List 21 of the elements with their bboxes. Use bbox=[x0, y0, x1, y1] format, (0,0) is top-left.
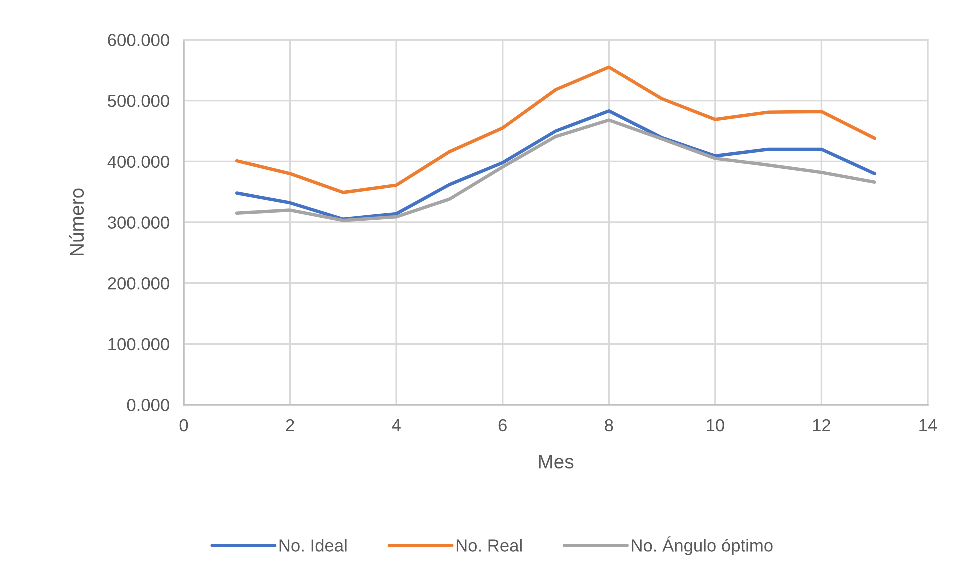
y-tick-label: 100.000 bbox=[108, 338, 170, 351]
y-tick-label: 200.000 bbox=[108, 278, 170, 290]
y-tick-label: 600.000 bbox=[108, 34, 170, 46]
x-tick-label: 0 bbox=[180, 419, 188, 432]
x-tick-label: 8 bbox=[605, 419, 614, 432]
y-tick-label: 300.000 bbox=[108, 216, 170, 229]
x-tick-label: 12 bbox=[813, 419, 830, 432]
x-axis-title: Mes bbox=[539, 455, 574, 469]
y-tick-label: 0.000 bbox=[127, 399, 170, 412]
y-axis-title: Número bbox=[70, 188, 84, 256]
line-series bbox=[235, 66, 877, 194]
x-tick-label: 14 bbox=[920, 420, 938, 432]
x-tick-label: 4 bbox=[392, 420, 401, 432]
y-tick-label: 400.000 bbox=[108, 156, 170, 168]
legend-label: No. Ideal bbox=[280, 539, 347, 552]
x-tick-label: 10 bbox=[707, 419, 724, 432]
x-tick-label: 2 bbox=[286, 419, 294, 432]
y-tick-label: 500.000 bbox=[108, 95, 170, 108]
x-tick-label: 6 bbox=[498, 419, 507, 432]
legend-label: No. Ángulo óptimo bbox=[632, 536, 773, 556]
legend-label: No. Real bbox=[456, 539, 522, 552]
